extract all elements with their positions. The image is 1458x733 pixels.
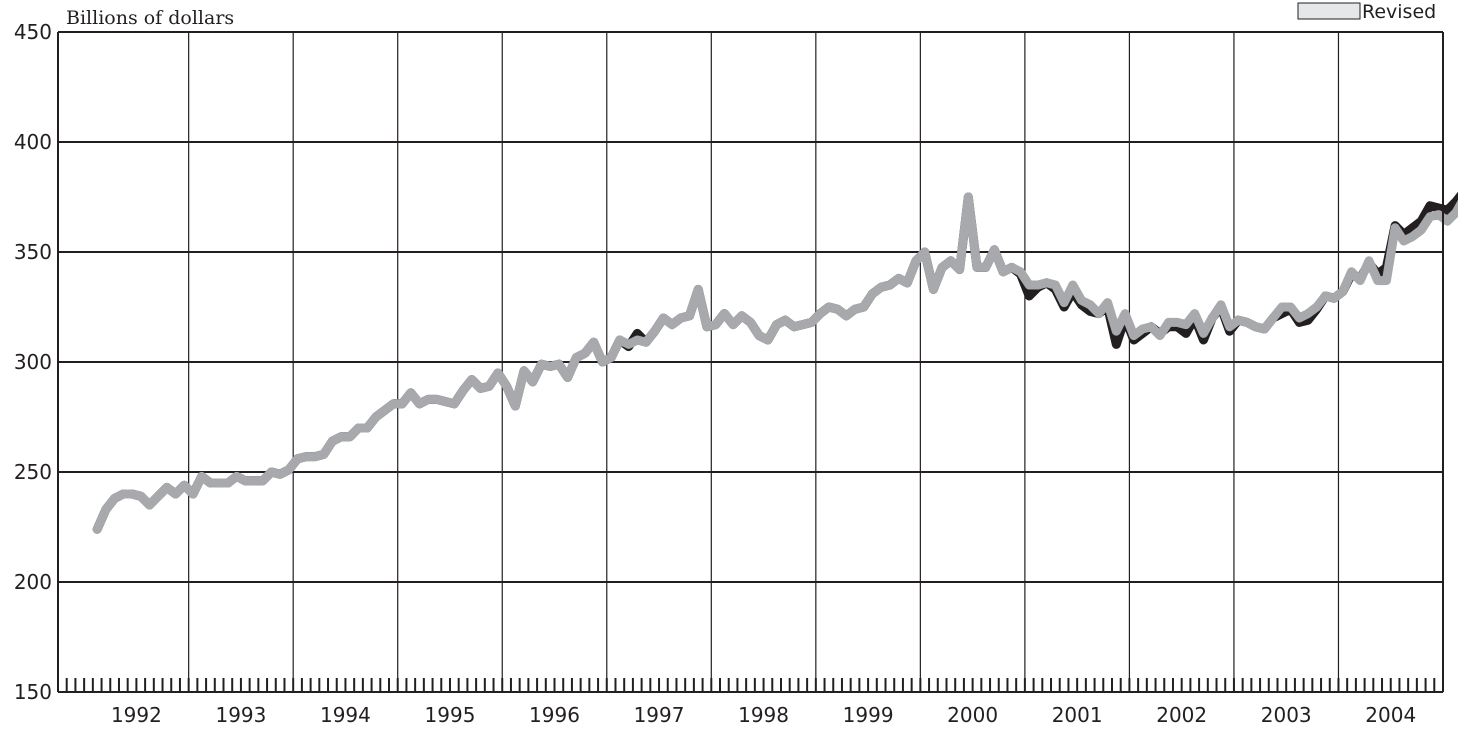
y-tick-label-250: 250 xyxy=(14,460,52,484)
x-tick-label-2003: 2003 xyxy=(1261,703,1312,727)
legend-swatch-revised xyxy=(1297,2,1361,20)
y-tick-label-150: 150 xyxy=(14,680,52,704)
plot-frame xyxy=(57,31,1444,693)
x-tick-label-1996: 1996 xyxy=(529,703,580,727)
x-tick-label-1998: 1998 xyxy=(738,703,789,727)
x-tick-label-2001: 2001 xyxy=(1052,703,1103,727)
x-tick-label-1997: 1997 xyxy=(634,703,685,727)
x-tick-label-2000: 2000 xyxy=(947,703,998,727)
y-axis-tick-labels: 150 200 250 300 350 400 450 xyxy=(14,20,52,704)
x-tick-label-1994: 1994 xyxy=(320,703,371,727)
legend: Revised xyxy=(1297,1,1436,23)
y-tick-label-400: 400 xyxy=(14,130,52,154)
x-axis-ticks xyxy=(57,678,1444,692)
x-tick-label-1993: 1993 xyxy=(215,703,266,727)
series-line-revised xyxy=(92,192,1458,534)
y-axis-label: Billions of dollars xyxy=(66,7,234,29)
x-tick-label-1999: 1999 xyxy=(843,703,894,727)
series-lines xyxy=(92,191,1458,534)
x-tick-label-2002: 2002 xyxy=(1156,703,1207,727)
series-line-original xyxy=(92,191,1458,534)
y-tick-label-350: 350 xyxy=(14,240,52,264)
y-tick-label-450: 450 xyxy=(14,20,52,44)
x-tick-label-1992: 1992 xyxy=(111,703,162,727)
x-tick-label-2004: 2004 xyxy=(1365,703,1416,727)
gridlines xyxy=(58,32,1443,692)
legend-label-revised: Revised xyxy=(1362,1,1436,23)
x-axis-tick-labels: 1992 1993 1994 1995 1996 1997 1998 1999 2000 2001… xyxy=(111,703,1416,727)
x-tick-label-1995: 1995 xyxy=(425,703,476,727)
y-tick-label-300: 300 xyxy=(14,350,52,374)
y-tick-label-200: 200 xyxy=(14,570,52,594)
